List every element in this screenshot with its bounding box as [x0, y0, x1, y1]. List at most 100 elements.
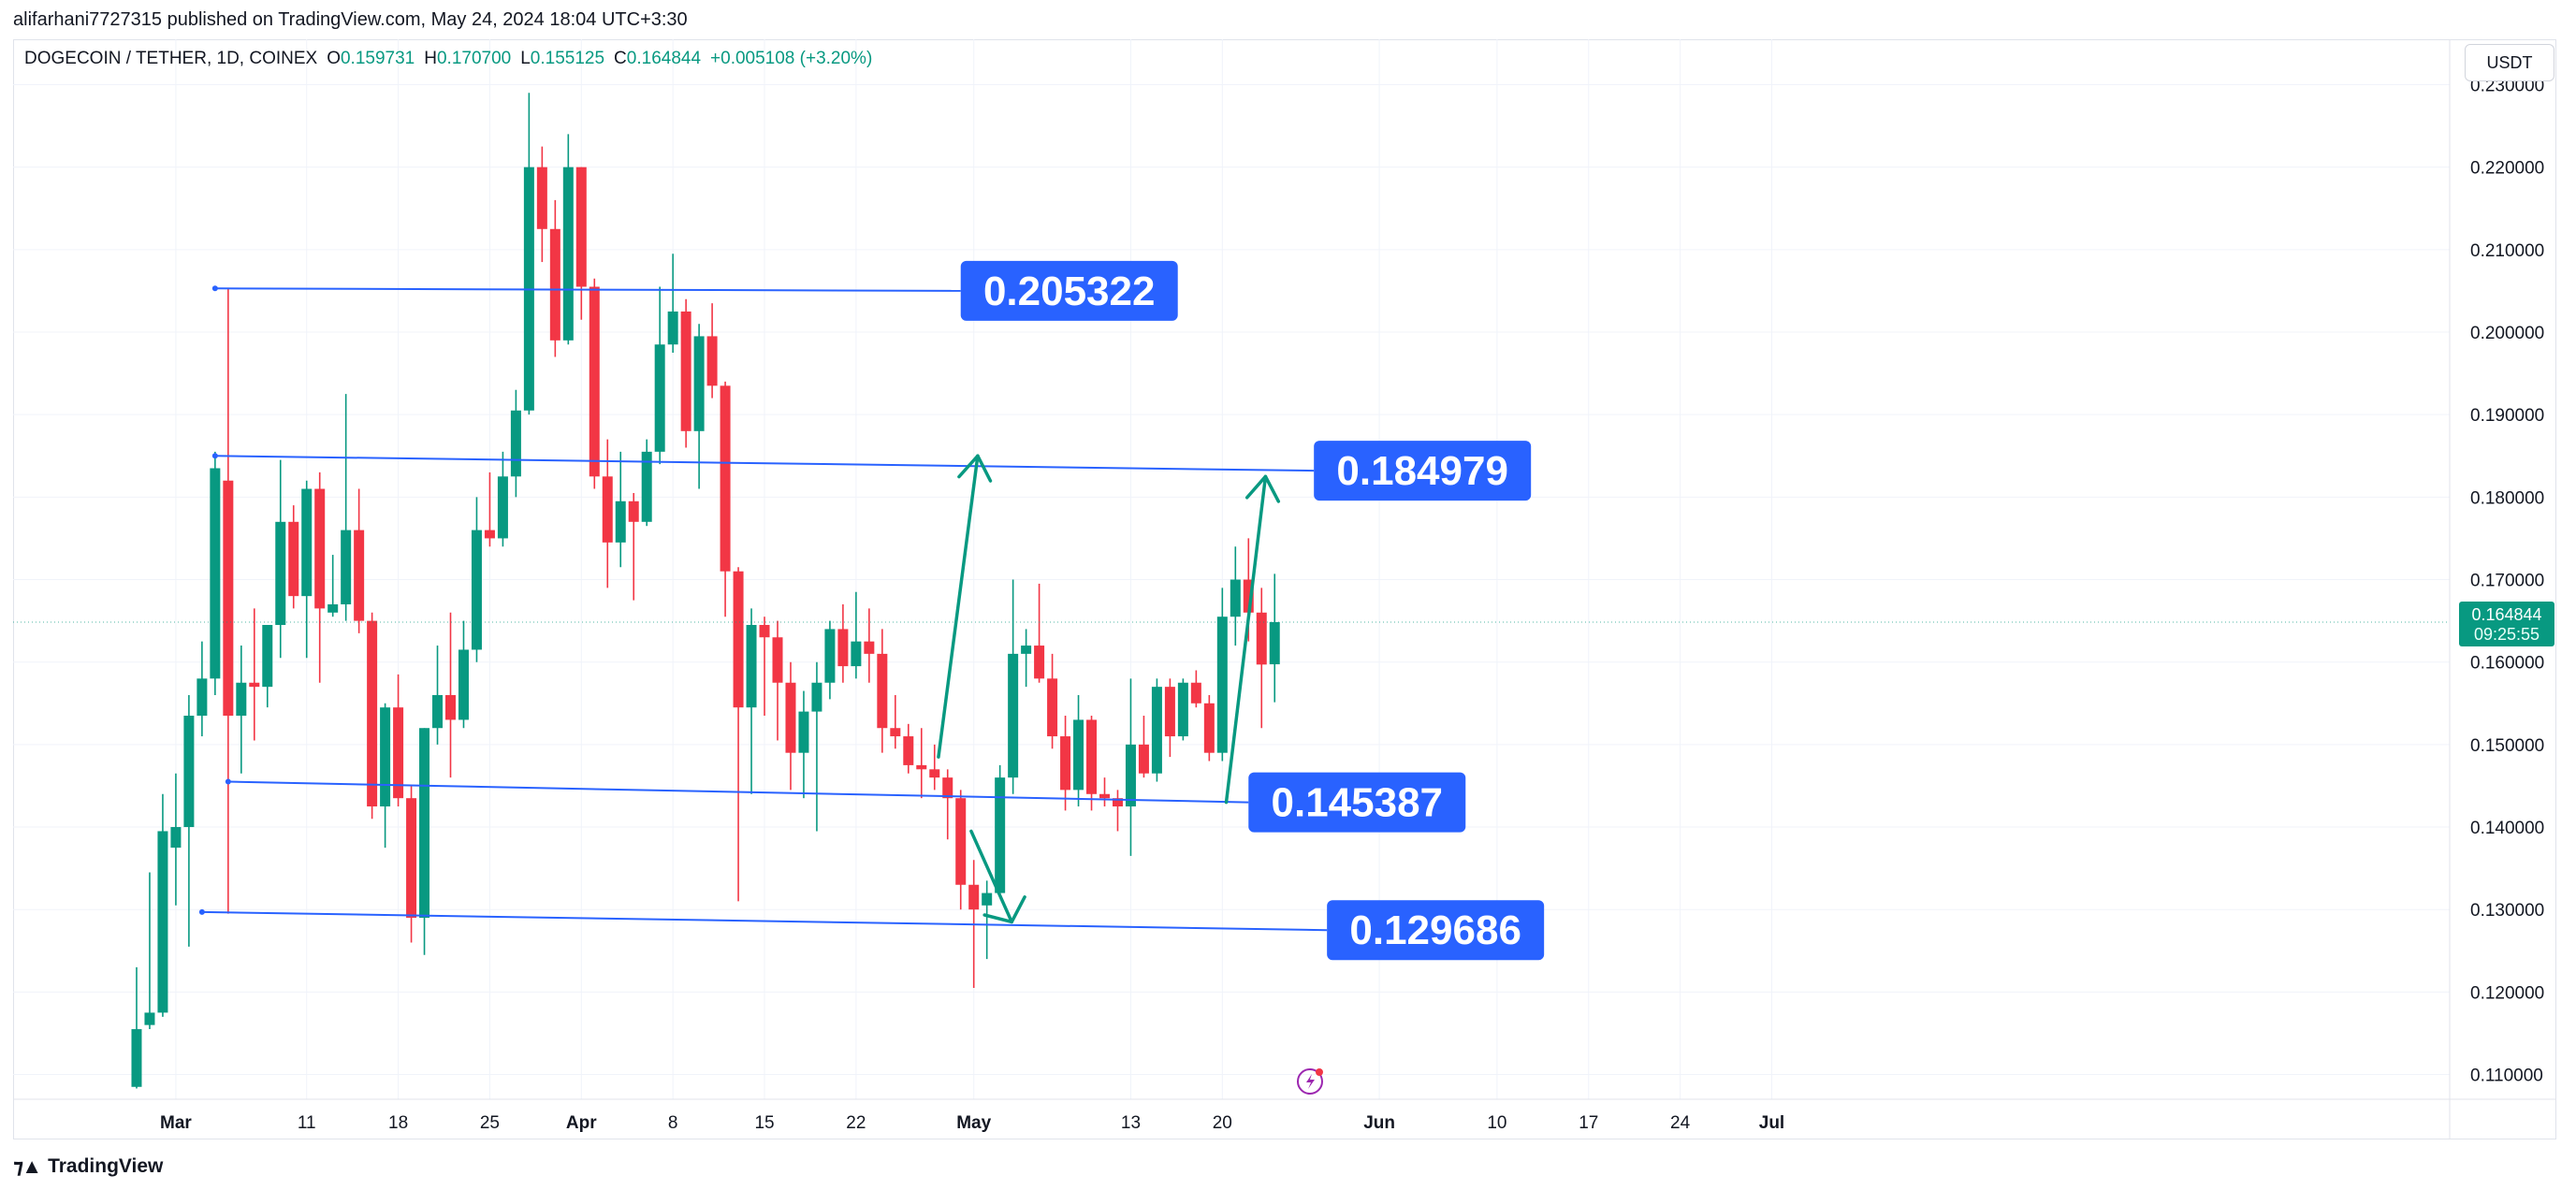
- candle-body: [1073, 719, 1084, 791]
- price-tick-label: 0.160000: [2470, 654, 2544, 674]
- candle-body: [196, 678, 208, 717]
- symbol-name[interactable]: DOGECOIN / TETHER, 1D, COINEX: [24, 49, 318, 68]
- support-resistance-line: [214, 455, 1315, 472]
- time-tick-label: 15: [754, 1113, 774, 1133]
- candle-body: [851, 641, 862, 667]
- support-resistance-line: [227, 780, 1249, 804]
- candle-body: [680, 311, 691, 431]
- candle-body: [1125, 744, 1136, 806]
- candle-body: [890, 728, 901, 737]
- candle-body: [575, 167, 587, 287]
- candle-body: [432, 694, 444, 729]
- candle-body: [275, 521, 286, 626]
- candle-body: [1034, 646, 1045, 679]
- candle-body: [510, 410, 521, 477]
- candle-body: [667, 311, 678, 345]
- candle-body: [314, 488, 326, 609]
- candle-body: [549, 228, 560, 341]
- price-tick-label: 0.210000: [2470, 241, 2544, 261]
- candle-body: [654, 344, 665, 452]
- candle-body: [785, 682, 796, 753]
- chart-frame[interactable]: [13, 39, 2556, 1139]
- candle-body: [393, 707, 404, 799]
- high-value: 0.170700: [436, 49, 512, 68]
- level-label-box: [1327, 900, 1545, 961]
- candle-body: [706, 336, 718, 386]
- candle-body: [1138, 744, 1149, 774]
- candle-body: [419, 728, 430, 919]
- candle-body: [1230, 579, 1241, 617]
- candle-body: [458, 649, 469, 720]
- level-label: 0.205322: [983, 268, 1156, 314]
- level-label-box: [1248, 772, 1466, 833]
- candle-body: [1099, 793, 1110, 799]
- candle-body: [1164, 687, 1175, 737]
- candle-body: [615, 501, 626, 543]
- time-tick-label: 22: [846, 1113, 866, 1133]
- axes-layer: 0.110000 0.120000 0.130000 0.140000 0.150000…: [13, 39, 2556, 1139]
- low-label: L: [520, 49, 531, 68]
- symbol-legend: DOGECOIN / TETHER, 1D, COINEX O0.159731 H0…: [24, 49, 872, 69]
- price-tick-label: 0.170000: [2470, 572, 2544, 591]
- candle-body: [1086, 719, 1098, 794]
- candle-body: [929, 769, 940, 778]
- candle-body: [982, 892, 993, 906]
- price-tick-label: 0.180000: [2470, 488, 2544, 508]
- open-value: 0.159731: [340, 49, 415, 68]
- time-tick-label: 24: [1670, 1113, 1691, 1133]
- candle-body: [733, 571, 744, 708]
- price-tick-label: 0.200000: [2470, 324, 2544, 343]
- time-tick-label: Jul: [1759, 1113, 1784, 1133]
- candle-body: [1047, 678, 1058, 737]
- high-label: H: [424, 49, 437, 68]
- currency-button[interactable]: USDT: [2465, 44, 2554, 81]
- low-value: 0.155125: [530, 49, 605, 68]
- candle-body: [1151, 687, 1162, 774]
- time-tick-label: 18: [388, 1113, 408, 1133]
- candle-body: [1269, 621, 1280, 665]
- tradingview-logo[interactable]: ⁊▲ TradingView: [13, 1154, 163, 1179]
- candle-body: [1256, 612, 1267, 665]
- projection-arrow-head: [1244, 474, 1281, 503]
- candle-body: [210, 468, 221, 679]
- candle-body: [1203, 703, 1215, 753]
- candle-body: [811, 682, 822, 712]
- candle-body: [916, 764, 927, 770]
- level-label-box: [960, 260, 1178, 321]
- candle-body: [301, 488, 313, 597]
- candle-body: [471, 530, 482, 650]
- price-tick-label: 0.150000: [2470, 736, 2544, 756]
- change-value: +0.005108 (+3.20%): [710, 49, 873, 68]
- time-tick-label: 10: [1487, 1113, 1506, 1133]
- last-price-value: 0.164844: [2471, 605, 2541, 624]
- projection-arrow-head: [957, 454, 993, 483]
- support-resistance-line: [201, 910, 1328, 932]
- event-dot: [1315, 1068, 1323, 1076]
- candle-body: [249, 682, 260, 688]
- time-tick-label: 17: [1579, 1113, 1598, 1133]
- candle-body: [955, 798, 967, 885]
- candle-body: [641, 451, 652, 522]
- level-label: 0.145387: [1272, 780, 1444, 826]
- candle-body: [837, 629, 849, 667]
- time-tick-label: May: [956, 1113, 991, 1133]
- candle-body: [720, 385, 731, 572]
- line-anchor-dot: [211, 453, 218, 459]
- candle-body: [602, 476, 613, 543]
- time-tick-label: Mar: [160, 1113, 192, 1133]
- candle-body: [288, 521, 299, 597]
- event-bolt-glyph: [1305, 1074, 1315, 1089]
- candle-body: [1060, 736, 1071, 791]
- candle-body: [170, 827, 182, 849]
- candle-body: [497, 476, 508, 539]
- support-resistance-line: [214, 287, 961, 292]
- candle-body: [1243, 579, 1254, 613]
- price-tick-label: 0.140000: [2470, 819, 2544, 838]
- price-tick-label: 0.120000: [2470, 983, 2544, 1003]
- drawings-layer: 0.205322 0.184979 0.145387 0.129686: [13, 260, 2450, 1095]
- candle-body: [589, 286, 600, 477]
- candle-body: [144, 1012, 155, 1025]
- candle-body: [341, 530, 352, 604]
- candle-body: [877, 653, 888, 729]
